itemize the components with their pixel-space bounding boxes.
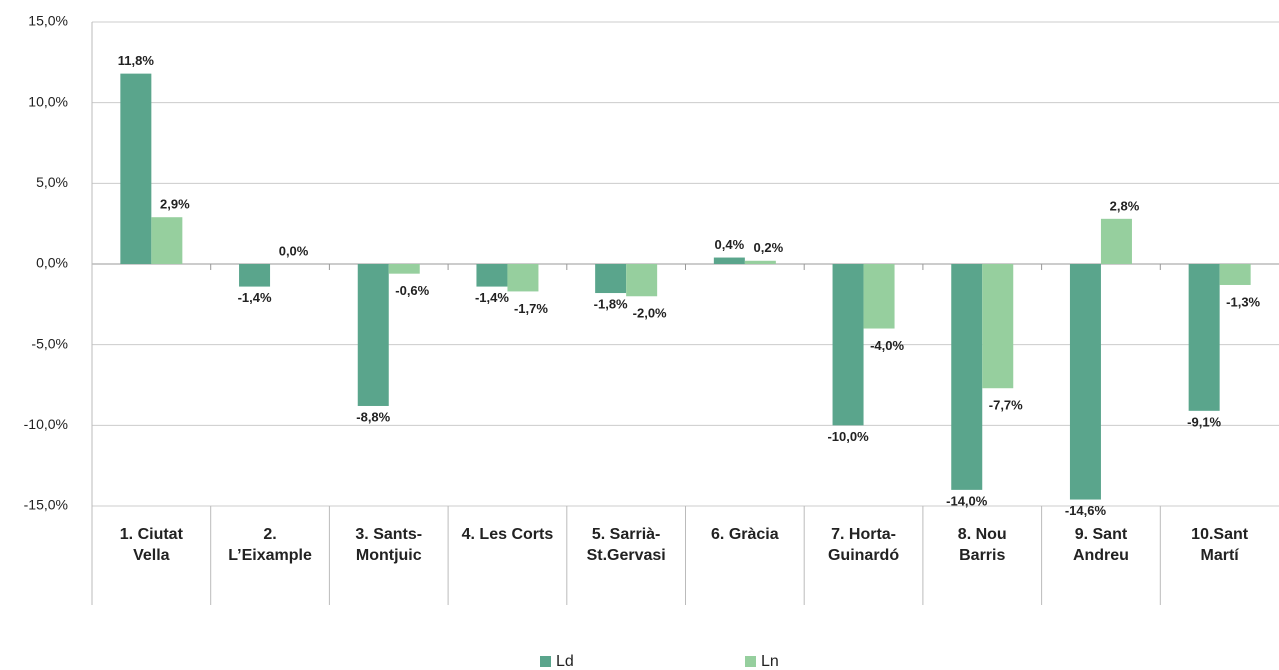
x-tick-label: 1. Ciutat Vella: [119, 526, 183, 564]
bar: [151, 217, 183, 264]
value-label: -0,6%: [395, 283, 429, 298]
value-label: 0,4%: [715, 237, 745, 252]
value-label: -1,8%: [594, 296, 628, 311]
value-label: -14,6%: [1065, 503, 1107, 518]
y-tick-label: 10,0%: [28, 93, 68, 109]
x-tick-label: 6. Gràcia: [711, 526, 779, 543]
x-tick-label: 8. Nou Barris: [957, 526, 1007, 564]
bar: [832, 264, 864, 426]
x-tick-label: 9. Sant Andreu: [1072, 526, 1129, 564]
bar: [239, 264, 271, 287]
bar: [1069, 264, 1101, 500]
legend-swatch: [540, 656, 551, 667]
value-label: -2,0%: [633, 306, 667, 321]
bar: [595, 264, 627, 294]
value-label: -1,3%: [1226, 294, 1260, 309]
x-tick-label: 2. L’Eixample: [228, 526, 312, 564]
value-label: -1,4%: [238, 290, 272, 305]
bar: [1100, 218, 1132, 264]
value-label: -8,8%: [356, 409, 390, 424]
x-tick-label: 7. Horta- Guinardó: [827, 526, 900, 564]
bar: [951, 264, 983, 490]
y-tick-label: 15,0%: [28, 13, 68, 29]
y-tick-label: 5,0%: [36, 174, 68, 190]
legend-label: Ld: [556, 653, 574, 670]
x-tick-label: 4. Les Corts: [461, 526, 554, 543]
x-tick-label: 5. Sarrià- St.Gervasi: [586, 526, 666, 564]
bar: [1188, 264, 1220, 411]
value-label: -9,1%: [1187, 414, 1221, 429]
bar: [388, 264, 420, 274]
x-tick-label: 3. Sants- Montjuic: [355, 526, 423, 564]
bar: [982, 264, 1014, 389]
bar: [863, 264, 895, 329]
y-tick-label: -5,0%: [31, 335, 68, 351]
value-label: -10,0%: [827, 429, 869, 444]
value-label: -4,0%: [870, 338, 904, 353]
value-label: 2,8%: [1110, 198, 1140, 213]
y-tick-label: 0,0%: [36, 255, 68, 271]
bar: [626, 264, 658, 297]
value-label: -14,0%: [946, 493, 988, 508]
value-label: -1,4%: [475, 290, 509, 305]
y-tick-label: -15,0%: [24, 497, 68, 513]
value-label: 0,2%: [754, 240, 784, 255]
bar: [476, 264, 508, 287]
bar: [357, 264, 389, 406]
bar: [713, 257, 745, 264]
bar: [120, 73, 152, 264]
bar: [507, 264, 539, 292]
legend-label: Ln: [761, 653, 779, 670]
value-label: 2,9%: [160, 197, 190, 212]
bar: [744, 260, 776, 264]
y-tick-label: -10,0%: [24, 416, 68, 432]
bar: [1219, 264, 1251, 285]
value-label: 11,8%: [118, 53, 155, 68]
legend-swatch: [745, 656, 756, 667]
value-label: -7,7%: [989, 398, 1023, 413]
x-tick-label: 10.Sant Martí: [1191, 526, 1249, 564]
value-label: 0,0%: [279, 243, 309, 258]
value-label: -1,7%: [514, 301, 548, 316]
